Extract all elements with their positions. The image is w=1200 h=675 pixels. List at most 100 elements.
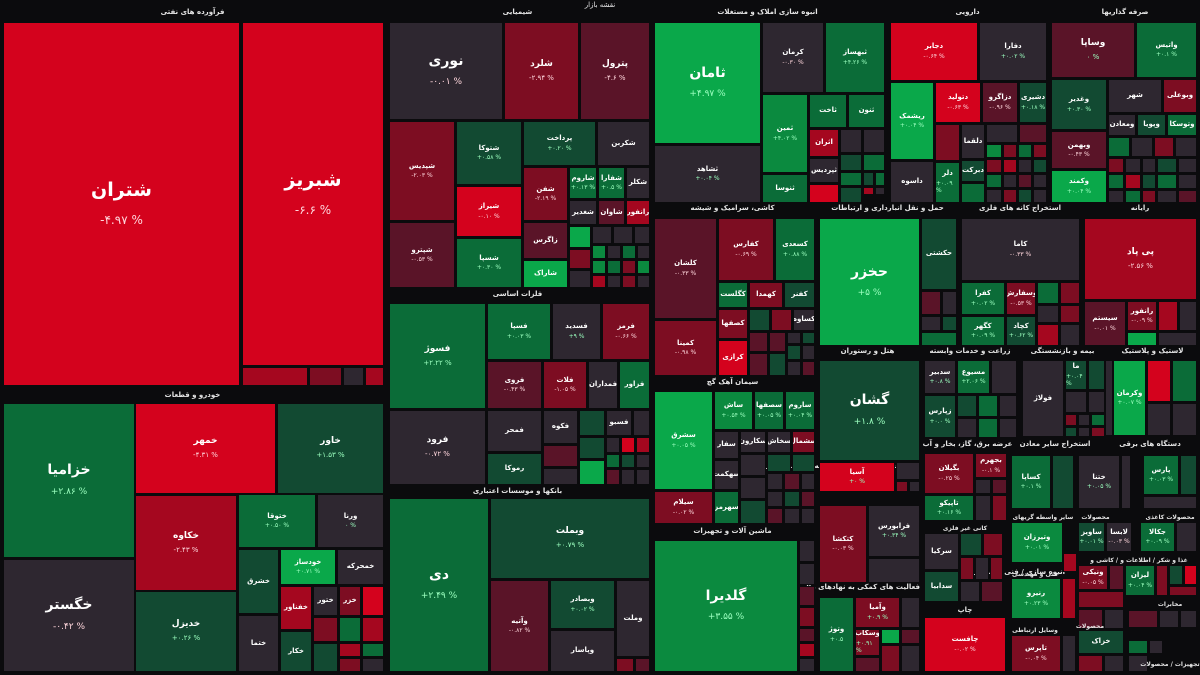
stock-tile-small[interactable] — [1157, 174, 1177, 189]
stock-tile-small[interactable] — [1184, 565, 1197, 585]
stock-tile[interactable]: سرکیا — [924, 533, 959, 570]
stock-tile-small[interactable] — [362, 586, 384, 616]
stock-tile-small[interactable] — [569, 270, 591, 288]
stock-tile[interactable]: ختما — [238, 615, 279, 672]
stock-tile-small[interactable] — [992, 479, 1007, 494]
stock-tile-small[interactable] — [935, 124, 960, 161]
stock-tile-small[interactable] — [799, 643, 815, 657]
stock-tile[interactable]: پارس +۰.۰۳ % — [1143, 455, 1179, 495]
stock-tile-small[interactable] — [1105, 360, 1113, 436]
stock-tile[interactable]: وغدیر +۰.۳۰ % — [1051, 79, 1107, 130]
stock-tile[interactable]: زپارس +۰.۰ % — [924, 395, 956, 438]
stock-tile-small[interactable] — [1176, 522, 1197, 552]
stock-tile-small[interactable] — [1127, 332, 1157, 346]
stock-tile[interactable]: ساویز +۰.۰۱ % — [1078, 522, 1105, 552]
stock-tile-small[interactable] — [992, 495, 1007, 521]
stock-tile[interactable]: کچاد +۰.۶۲ % — [1006, 316, 1036, 346]
stock-tile[interactable]: وپویا — [1137, 114, 1166, 136]
stock-tile-small[interactable] — [787, 345, 801, 360]
stock-tile[interactable]: خکاوه -۲.۴۳ % — [135, 495, 237, 591]
stock-tile-small[interactable] — [365, 367, 384, 386]
stock-tile[interactable]: فرابورس +۰.۳۴ % — [868, 505, 920, 557]
stock-tile[interactable]: ورنا ۰ % — [317, 494, 384, 548]
stock-tile[interactable]: لابسا -۰.۰۳ % — [1106, 522, 1132, 552]
stock-tile[interactable]: کفرا +۰.۰۲ % — [961, 282, 1005, 315]
stock-tile[interactable]: شیراز -۰.۱۰ % — [456, 186, 522, 237]
stock-tile-small[interactable] — [622, 260, 636, 274]
stock-tile-small[interactable] — [1018, 174, 1032, 188]
stock-tile-small[interactable] — [1178, 174, 1197, 189]
stock-tile[interactable]: کاما -۰.۳۳ % — [961, 218, 1080, 281]
stock-tile[interactable]: دبرکت — [961, 160, 985, 182]
stock-tile[interactable]: فزاور — [619, 361, 650, 409]
stock-tile[interactable]: اثران — [809, 129, 839, 157]
stock-tile-small[interactable] — [1091, 414, 1105, 426]
stock-tile-small[interactable] — [362, 658, 384, 672]
stock-tile-small[interactable] — [863, 154, 885, 171]
stock-tile-small[interactable] — [1003, 189, 1017, 203]
stock-tile-small[interactable] — [986, 144, 1002, 158]
stock-tile-small[interactable] — [990, 557, 1003, 580]
stock-tile-small[interactable] — [636, 454, 650, 468]
stock-tile-small[interactable] — [875, 187, 885, 195]
stock-tile[interactable]: سخاش — [767, 431, 791, 453]
stock-tile-small[interactable] — [1065, 414, 1077, 426]
stock-tile[interactable]: وآمیا +۰.۹ % — [855, 597, 900, 628]
stock-tile[interactable]: ثاخت — [809, 94, 847, 128]
stock-tile-small[interactable] — [1142, 158, 1156, 173]
stock-tile[interactable]: کگهر +۰.۰۹ % — [961, 316, 1005, 346]
stock-tile[interactable]: دزاگرو -۰.۹۶ % — [982, 82, 1018, 123]
stock-tile[interactable]: کمینا -۰.۹۸ % — [654, 320, 717, 376]
stock-tile-small[interactable] — [339, 643, 361, 657]
stock-tile-small[interactable] — [740, 500, 766, 524]
stock-tile[interactable]: فسدید +۹ % — [552, 303, 601, 360]
stock-tile[interactable]: فلات -۱.۰۵ % — [543, 361, 587, 409]
stock-tile-small[interactable] — [999, 395, 1017, 417]
stock-tile-small[interactable] — [863, 129, 885, 153]
stock-tile[interactable]: فرمز -۰.۶۶ % — [602, 303, 650, 360]
stock-tile-small[interactable] — [1142, 190, 1156, 203]
stock-tile-small[interactable] — [1169, 586, 1197, 596]
stock-tile[interactable]: داسوه — [890, 161, 934, 203]
stock-tile[interactable]: ثنون — [848, 94, 885, 128]
stock-tile[interactable]: کساپا +۰.۱ % — [1011, 455, 1051, 509]
stock-tile-small[interactable] — [1147, 360, 1171, 402]
stock-tile[interactable]: وسکاب +۰.۹۱ % — [855, 629, 880, 656]
stock-tile[interactable]: کهمدا — [749, 282, 783, 308]
stock-tile[interactable]: دلقما — [961, 124, 985, 159]
stock-tile-small[interactable] — [767, 454, 791, 472]
stock-tile[interactable]: دشیری +۰.۱۸ % — [1019, 82, 1047, 123]
stock-tile-small[interactable] — [1128, 655, 1148, 672]
stock-tile[interactable]: فمحر — [487, 410, 542, 452]
stock-tile[interactable]: دتولید -۰.۶۳ % — [935, 82, 981, 123]
stock-tile-small[interactable] — [362, 643, 384, 657]
stock-tile[interactable]: خشرق — [238, 549, 279, 614]
stock-tile-small[interactable] — [802, 345, 815, 360]
stock-tile[interactable]: شپدیس -۲.۰۳ % — [389, 121, 455, 221]
stock-tile[interactable]: رانفور -۰.۰۹ % — [1127, 301, 1157, 331]
stock-tile[interactable]: وتوسکا — [1167, 114, 1197, 136]
stock-tile-small[interactable] — [1037, 324, 1059, 346]
stock-tile-small[interactable] — [1154, 137, 1174, 157]
stock-tile-small[interactable] — [960, 557, 974, 580]
stock-tile-small[interactable] — [1078, 655, 1103, 672]
stock-tile-small[interactable] — [767, 473, 783, 490]
stock-tile-small[interactable] — [840, 172, 862, 186]
stock-tile-small[interactable] — [637, 260, 650, 274]
stock-tile-small[interactable] — [1078, 609, 1103, 629]
stock-tile-small[interactable] — [787, 332, 801, 344]
stock-tile[interactable]: شکربن — [597, 121, 650, 166]
stock-tile-small[interactable] — [875, 172, 885, 186]
stock-tile-small[interactable] — [616, 658, 634, 672]
stock-tile-small[interactable] — [921, 332, 957, 346]
stock-tile[interactable]: حخزر +۵ % — [819, 218, 920, 346]
stock-tile[interactable]: ختنا +۰.۰۵ % — [1078, 455, 1120, 509]
stock-tile-small[interactable] — [637, 245, 650, 259]
stock-tile-small[interactable] — [840, 187, 862, 203]
stock-tile-small[interactable] — [863, 172, 874, 186]
stock-tile-small[interactable] — [633, 410, 650, 436]
stock-tile-small[interactable] — [981, 581, 1003, 602]
stock-tile[interactable]: سیستم -۰.۰۱ % — [1084, 301, 1126, 346]
stock-tile-small[interactable] — [909, 481, 920, 492]
stock-tile-small[interactable] — [986, 174, 1002, 188]
